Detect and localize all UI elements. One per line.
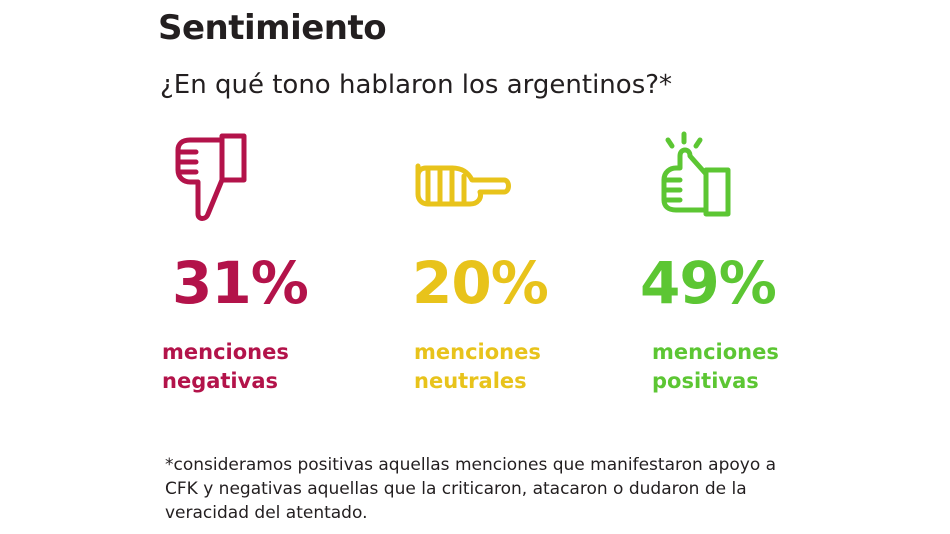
label-negative: menciones negativas: [162, 338, 289, 396]
label-negative-line2: negativas: [162, 369, 278, 393]
label-positive-line1: menciones: [652, 340, 779, 364]
label-neutral: menciones neutrales: [414, 338, 541, 396]
footnote: *consideramos positivas aquellas mencion…: [165, 455, 777, 523]
thumbs-down-icon: [175, 133, 247, 221]
thumbs-up-icon: [661, 131, 731, 217]
label-neutral-line1: menciones: [414, 340, 541, 364]
percentage-negative: 31%: [172, 249, 309, 317]
label-positive-line2: positivas: [652, 369, 759, 393]
percentage-positive: 49%: [640, 249, 777, 317]
neutral-hand-icon: [415, 163, 511, 207]
page-subtitle: ¿En qué tono hablaron los argentinos?*: [160, 70, 673, 100]
label-neutral-line2: neutrales: [414, 369, 527, 393]
percentage-neutral: 20%: [412, 249, 549, 317]
label-positive: menciones positivas: [652, 338, 779, 396]
page-title: Sentimiento: [158, 8, 387, 48]
label-negative-line1: menciones: [162, 340, 289, 364]
